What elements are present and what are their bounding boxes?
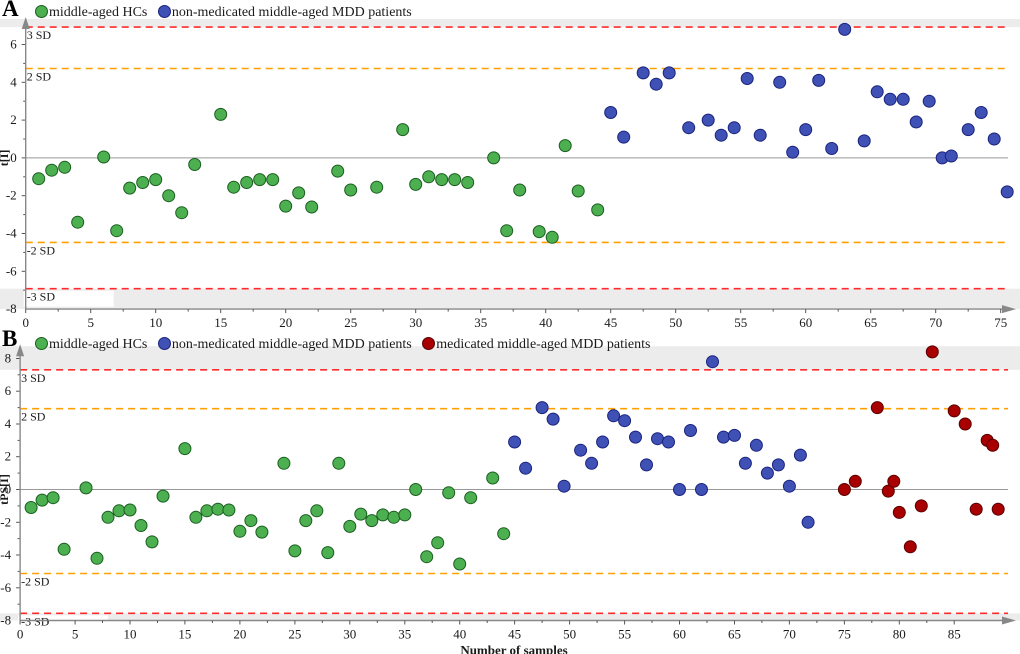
svg-text:-6: -6 <box>6 263 17 278</box>
svg-text:75: 75 <box>994 315 1007 330</box>
svg-text:40: 40 <box>453 627 466 642</box>
svg-text:75: 75 <box>838 627 851 642</box>
svg-text:4: 4 <box>10 74 17 89</box>
svg-text:Number of samples: Number of samples <box>460 643 567 654</box>
svg-text:45: 45 <box>508 627 521 642</box>
svg-text:40: 40 <box>539 315 552 330</box>
svg-text:10: 10 <box>149 315 162 330</box>
svg-text:6: 6 <box>5 383 12 398</box>
svg-text:35: 35 <box>398 627 411 642</box>
svg-text:25: 25 <box>344 315 357 330</box>
svg-text:-2: -2 <box>0 514 11 529</box>
svg-text:2 SD: 2 SD <box>27 70 52 84</box>
svg-text:65: 65 <box>728 627 741 642</box>
svg-text:10: 10 <box>124 627 137 642</box>
svg-text:70: 70 <box>929 315 942 330</box>
svg-text:70: 70 <box>783 627 796 642</box>
svg-text:t[I]: t[I] <box>0 150 11 167</box>
svg-text:50: 50 <box>563 627 576 642</box>
svg-text:0: 0 <box>17 627 24 642</box>
svg-text:-3 SD: -3 SD <box>21 614 50 628</box>
svg-text:-4: -4 <box>0 547 11 562</box>
svg-text:50: 50 <box>669 315 682 330</box>
svg-text:-3 SD: -3 SD <box>27 290 56 304</box>
svg-text:0: 0 <box>22 315 29 330</box>
svg-text:85: 85 <box>948 627 961 642</box>
svg-text:15: 15 <box>178 627 191 642</box>
svg-text:3 SD: 3 SD <box>21 371 46 385</box>
svg-text:3 SD: 3 SD <box>27 28 52 42</box>
svg-text:30: 30 <box>343 627 356 642</box>
svg-text:65: 65 <box>864 315 877 330</box>
svg-text:-8: -8 <box>6 301 17 316</box>
svg-text:45: 45 <box>604 315 617 330</box>
svg-text:tPS[I]: tPS[I] <box>0 474 11 505</box>
svg-text:-2 SD: -2 SD <box>21 575 50 589</box>
svg-text:5: 5 <box>72 627 79 642</box>
svg-text:2: 2 <box>5 449 12 464</box>
svg-text:80: 80 <box>893 627 906 642</box>
svg-text:-4: -4 <box>6 226 17 241</box>
svg-text:2 SD: 2 SD <box>21 410 46 424</box>
svg-text:55: 55 <box>734 315 747 330</box>
svg-text:30: 30 <box>409 315 422 330</box>
svg-text:-2: -2 <box>6 188 17 203</box>
svg-text:25: 25 <box>288 627 301 642</box>
svg-text:2: 2 <box>10 112 17 127</box>
svg-text:6: 6 <box>10 37 17 52</box>
svg-text:20: 20 <box>279 315 292 330</box>
svg-text:20: 20 <box>233 627 246 642</box>
svg-text:60: 60 <box>799 315 812 330</box>
svg-text:8: 8 <box>5 351 12 366</box>
svg-text:-2 SD: -2 SD <box>27 243 56 257</box>
svg-text:60: 60 <box>673 627 686 642</box>
svg-text:15: 15 <box>214 315 227 330</box>
svg-text:55: 55 <box>618 627 631 642</box>
svg-text:-8: -8 <box>0 613 11 628</box>
svg-text:0: 0 <box>10 150 17 165</box>
svg-text:-6: -6 <box>0 580 11 595</box>
svg-text:35: 35 <box>474 315 487 330</box>
svg-text:5: 5 <box>87 315 94 330</box>
svg-text:4: 4 <box>5 416 12 431</box>
